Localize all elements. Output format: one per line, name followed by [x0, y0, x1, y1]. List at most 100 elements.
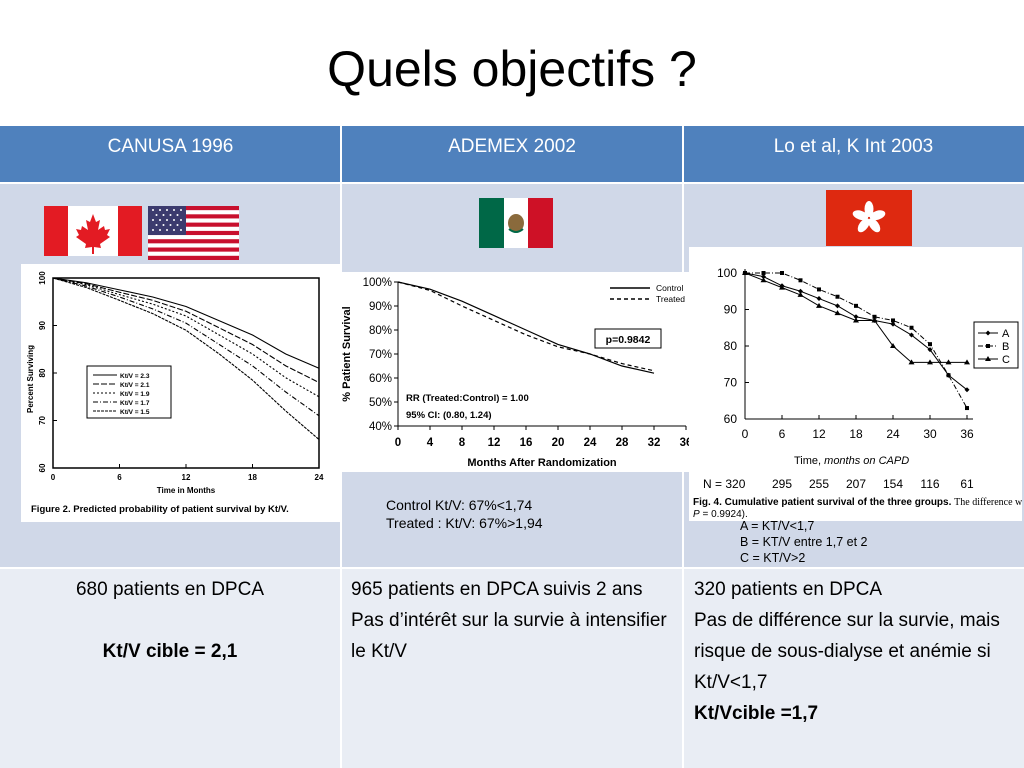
- ademex-treated-caption: Treated : Kt/V: 67%>1,94: [386, 515, 543, 531]
- data-point-a: [761, 274, 766, 280]
- figure-caption-title: Fig. 4. Cumulative patient survival of t…: [693, 497, 952, 508]
- legend-entry-a: A: [1002, 328, 1010, 340]
- x-tick-label: 6: [779, 427, 786, 441]
- data-point-c: [779, 284, 785, 290]
- y-tick-label: 70%: [369, 349, 392, 361]
- data-point-b: [835, 294, 840, 299]
- data-point-c: [908, 359, 915, 365]
- x-tick-label: 24: [315, 473, 324, 482]
- relative-risk: RR (Treated:Control) = 1.00: [406, 393, 529, 404]
- legend-treated: Treated: [656, 294, 685, 304]
- legend-box: [973, 321, 1019, 369]
- x-tick-label: 0: [51, 473, 56, 482]
- canusa-figure: Percent Surviving Time in Months Figure …: [21, 264, 341, 522]
- data-point-b: [854, 303, 858, 308]
- legend-entry: Kt/V = 2.3: [120, 373, 150, 380]
- data-point-c: [853, 317, 859, 323]
- legend-entry: Kt/V = 2.1: [120, 382, 150, 389]
- figure-caption-p: P: [693, 509, 700, 520]
- n-at-risk-value: 116: [920, 477, 939, 491]
- ademex-conclusion: Pas d’intérêt sur la survie à intensifie…: [351, 610, 667, 662]
- x-tick-label: 24: [886, 427, 900, 441]
- y-tick-label: 60: [724, 412, 738, 426]
- data-point-a: [890, 321, 896, 327]
- n-at-risk-value: 61: [960, 477, 974, 491]
- x-tick-label: 24: [584, 437, 597, 449]
- legend-marker: [986, 344, 990, 348]
- legend-entry: Kt/V = 1.5: [120, 409, 150, 416]
- data-point-b: [946, 373, 951, 378]
- data-point-c: [890, 343, 896, 348]
- y-axis-label: % Patient Survival: [341, 306, 353, 401]
- data-point-c: [945, 359, 952, 365]
- legend-entry: Kt/V = 1.9: [120, 391, 150, 398]
- y-tick-label: 100%: [363, 277, 392, 289]
- group-b-definition: B = KT/V entre 1,7 et 2: [740, 535, 868, 549]
- legend-marker: [985, 356, 991, 361]
- figure-caption-end: = 0.9924).: [702, 509, 747, 520]
- survival-line-5: [52, 277, 320, 440]
- x-tick-label: 12: [182, 473, 191, 482]
- data-point-b: [872, 314, 877, 319]
- usa-flag-icon: [148, 206, 239, 260]
- hong-kong-flag-icon: [826, 190, 912, 246]
- data-point-a: [964, 387, 970, 393]
- figure-caption: Figure 2. Predicted probability of patie…: [31, 504, 289, 515]
- x-axis-label: Months After Randomization: [467, 457, 617, 469]
- canusa-patients: 680 patients en DPCA: [75, 579, 264, 600]
- data-point-c: [834, 310, 841, 316]
- data-point-b: [909, 325, 914, 330]
- survival-line-b: [745, 272, 968, 409]
- survival-line-treated: [397, 281, 655, 372]
- row-divider: [0, 567, 1024, 569]
- mexico-flag-icon: [479, 198, 553, 248]
- x-tick-label: 18: [849, 427, 863, 441]
- n-at-risk-value: 207: [846, 477, 866, 491]
- x-tick-label: 0: [742, 427, 749, 441]
- data-point-c: [816, 302, 822, 308]
- y-tick-label: 40%: [369, 421, 392, 433]
- data-point-a: [909, 332, 914, 338]
- confidence-interval: 95% CI: (0.80, 1.24): [406, 410, 492, 421]
- n-at-risk-value: 295: [772, 477, 792, 491]
- y-tick-label: 90: [724, 303, 738, 317]
- summary-row: [0, 568, 1024, 768]
- ademex-figure: % Patient Survival Months After Randomiz…: [340, 272, 692, 472]
- x-tick-label: 4: [427, 437, 434, 449]
- lo-target: Kt/Vcible =1,7: [694, 703, 819, 724]
- lo-figure: Time, months on CAPD N = 320 295 255 207 15…: [689, 247, 1024, 521]
- data-point-c: [964, 359, 970, 365]
- ademex-summary: 965 patients en DPCA suivis 2 ans Pas d’…: [351, 574, 673, 667]
- lo-conclusion: Pas de différence sur la survie, mais ri…: [694, 610, 1000, 693]
- survival-line-4: [52, 277, 320, 417]
- legend-control: Control: [656, 283, 684, 293]
- lo-survival-chart: Time, months on CAPD N = 320 295 255 207 15…: [693, 266, 1024, 520]
- group-c-definition: C = KT/V>2: [740, 551, 806, 565]
- y-tick-label: 70: [38, 416, 47, 425]
- pvalue: p=0.9842: [606, 334, 651, 346]
- y-tick-label: 80: [38, 368, 47, 377]
- data-point-b: [780, 271, 784, 275]
- data-point-b: [965, 406, 969, 411]
- data-point-b: [891, 318, 895, 323]
- x-tick-label: 28: [616, 437, 629, 449]
- y-tick-label: 90%: [369, 301, 392, 313]
- n-at-risk-label: N = 320: [703, 477, 746, 491]
- x-tick-label: 18: [248, 473, 257, 482]
- x-tick-label: 20: [552, 437, 565, 449]
- x-axis-label: Time, months on CAPD: [794, 455, 909, 467]
- data-point-b: [798, 278, 803, 283]
- x-axis-label: Time in Months: [157, 486, 216, 495]
- data-point-a: [853, 314, 859, 320]
- figure-caption-text: The difference was not statistically sig…: [954, 497, 1022, 508]
- data-point-b: [928, 342, 932, 347]
- y-tick-label: 90: [38, 321, 47, 330]
- header-canusa: CANUSA 1996: [0, 126, 341, 183]
- x-tick-label: 8: [459, 437, 466, 449]
- survival-line-3: [52, 277, 320, 398]
- lo-summary: 320 patients en DPCA Pas de différence s…: [694, 574, 1016, 729]
- ademex-patients: 965 patients en DPCA suivis 2 ans: [351, 579, 643, 600]
- x-tick-label: 0: [395, 437, 401, 449]
- canusa-target: Kt/V cible = 2,1: [102, 641, 238, 662]
- figure-caption: Fig. 4. Cumulative patient survival of t…: [693, 497, 1022, 508]
